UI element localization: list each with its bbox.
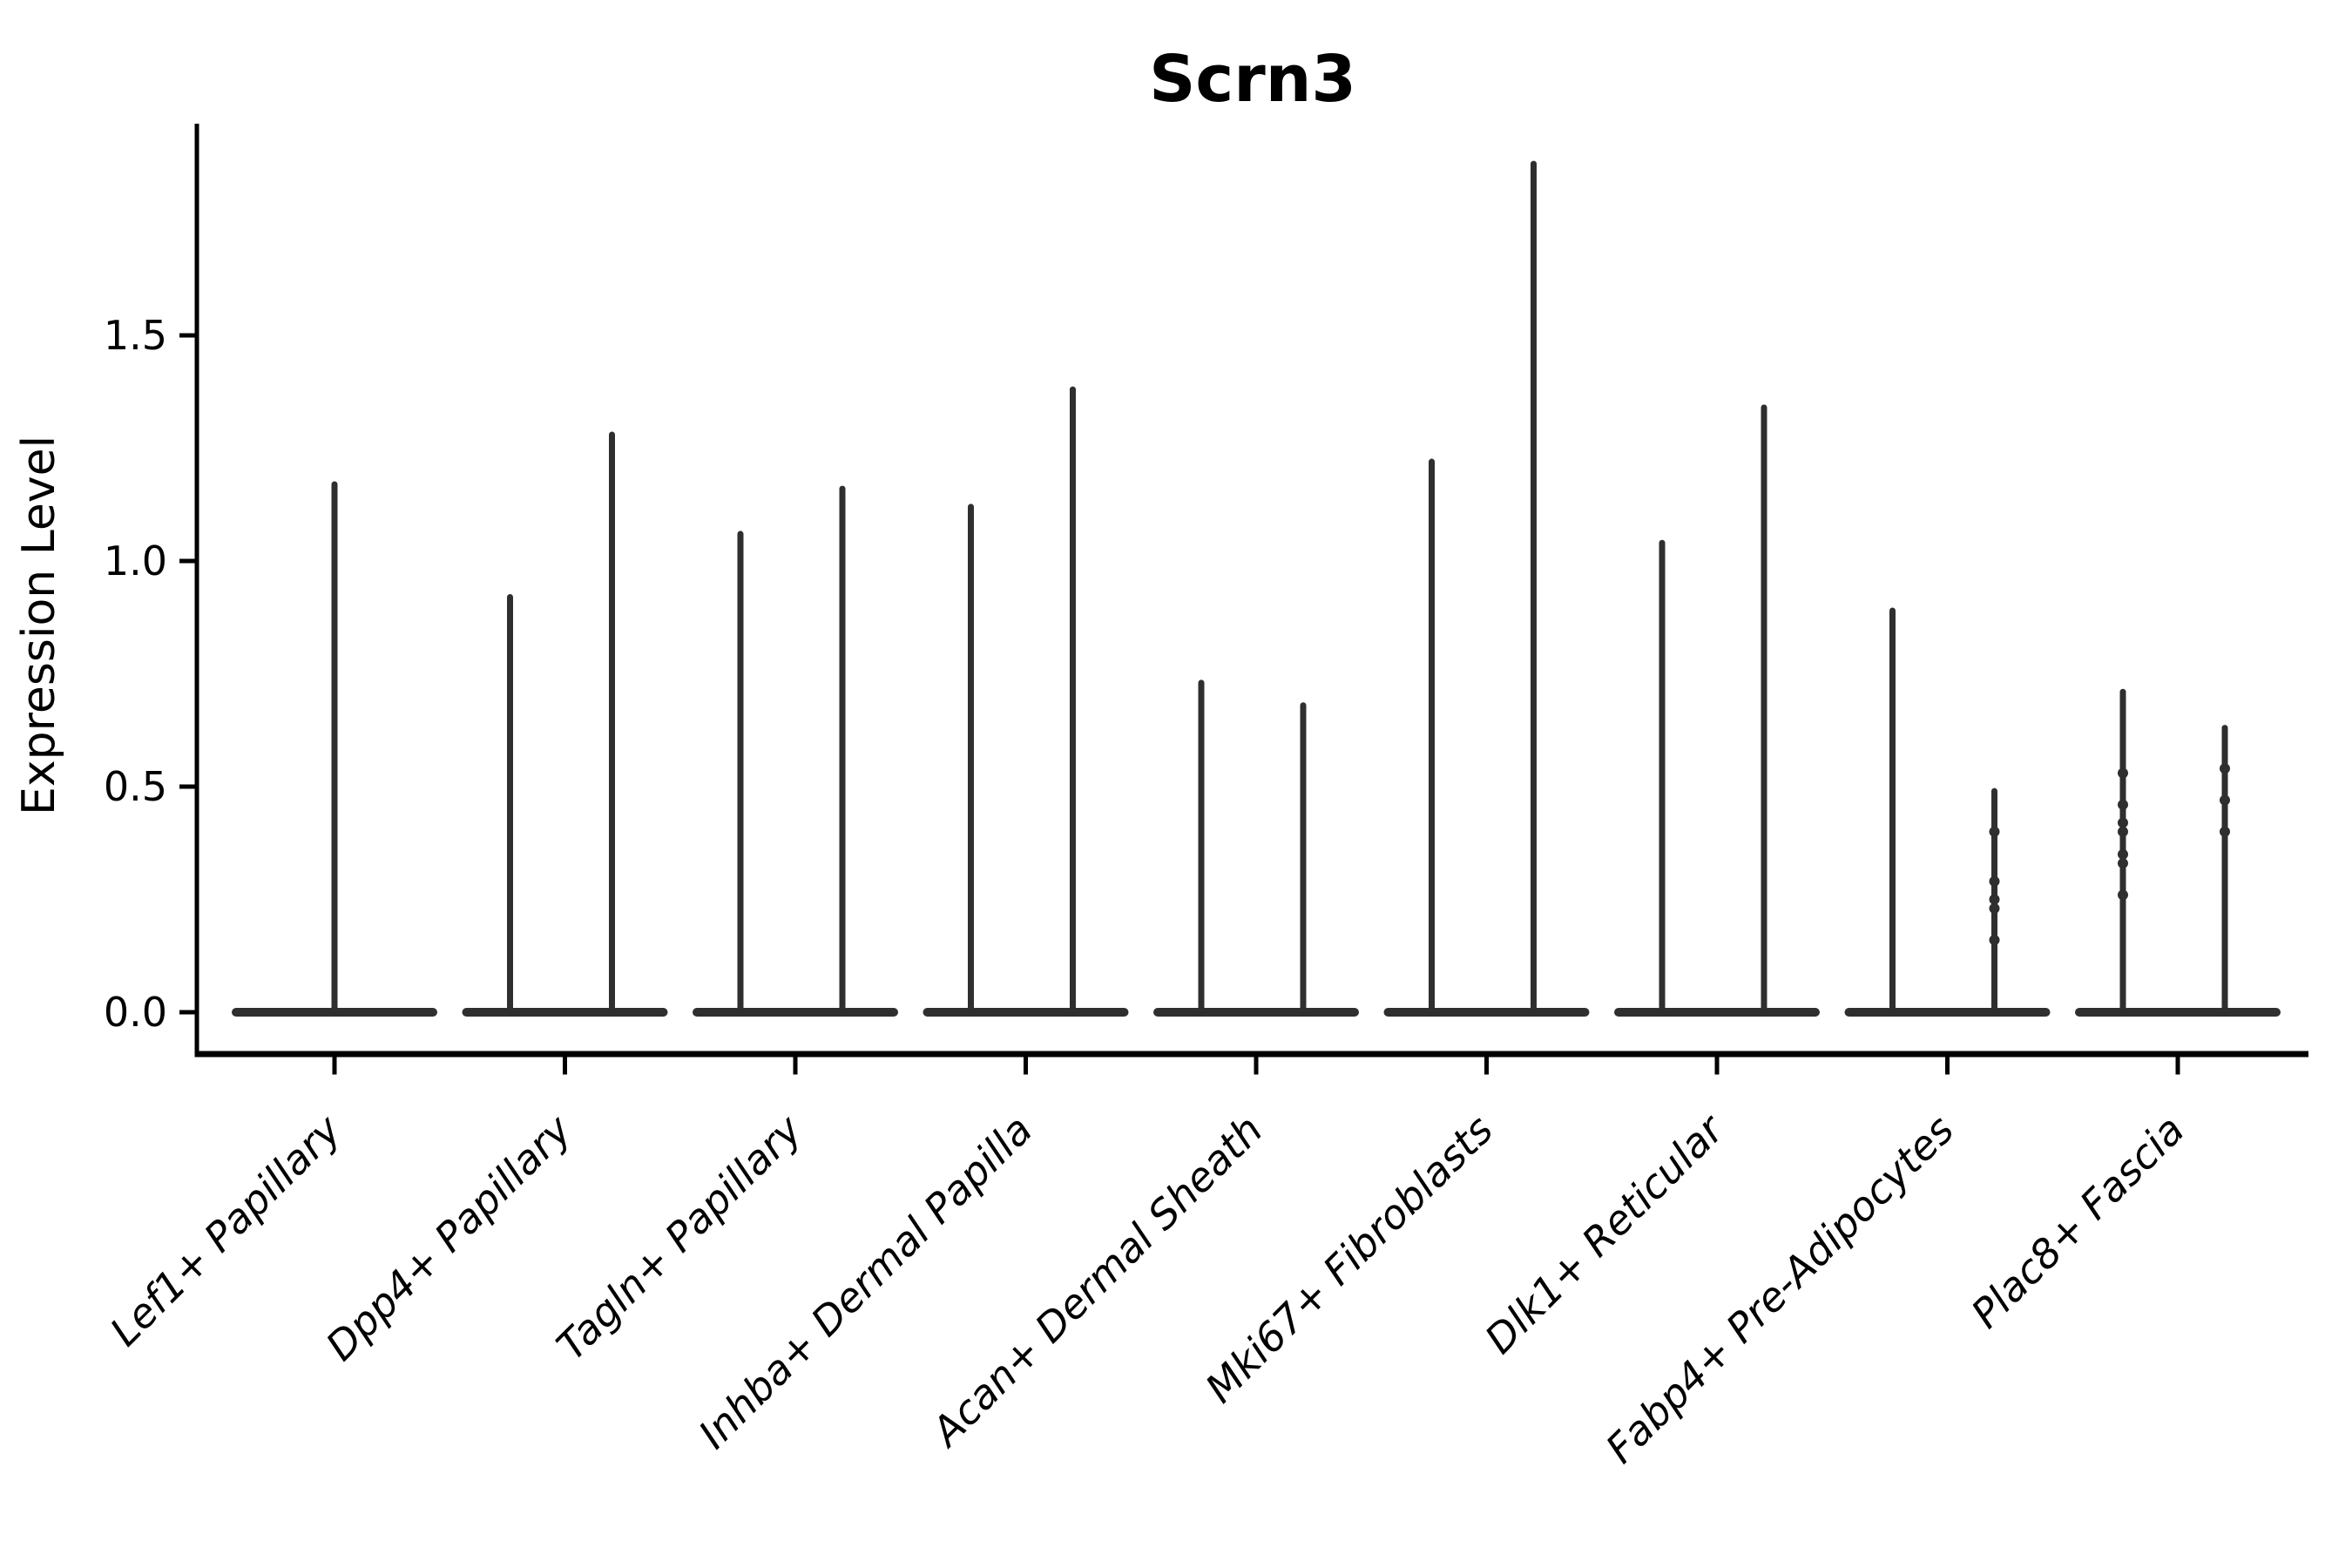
x-tick-label: Lef1+ Papillary [101,1105,350,1355]
x-tick-label: Tagln+ Papillary [547,1105,811,1369]
violin-layer [232,160,2281,1017]
expression-dot [2220,763,2230,774]
expression-dot [2118,848,2128,860]
expression-dot [2118,858,2128,869]
x-tick-label: Dpp4+ Papillary [317,1105,581,1369]
expression-dot [2220,826,2230,837]
y-tick-label: 1.0 [104,537,167,585]
expression-dot [1989,894,2000,905]
expression-dot [2220,794,2230,806]
y-tick-label: 0.5 [104,763,167,810]
expression-dot [1989,935,2000,946]
expression-dot [1989,826,2000,837]
y-axis-label: Expression Level [13,436,65,815]
expression-dot [1989,902,2000,914]
y-tick-label: 1.5 [104,312,167,359]
y-tick-label: 0.0 [104,989,167,1036]
expression-dot [2118,889,2128,901]
expression-dot [2118,826,2128,837]
expression-dot [2118,799,2128,810]
chart-title: Scrn3 [1149,42,1356,117]
x-tick-label: Dlk1+ Reticular [1476,1104,1734,1362]
expression-dot [2118,767,2128,779]
x-tick-label: Plac8+ Fascia [1962,1106,2193,1337]
expression-dot [2118,817,2128,828]
expression-dot [1989,875,2000,887]
